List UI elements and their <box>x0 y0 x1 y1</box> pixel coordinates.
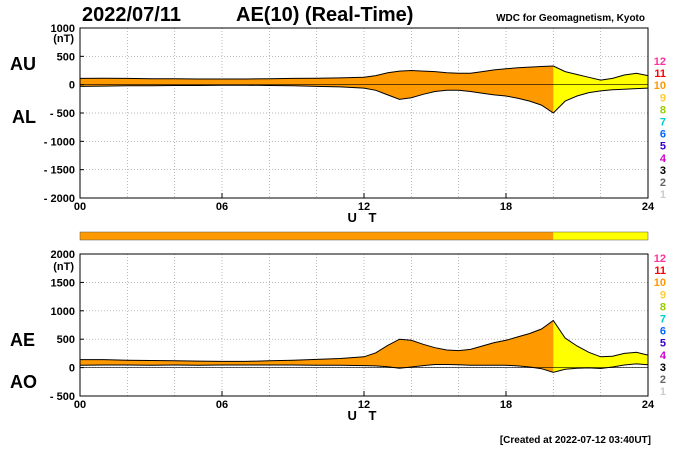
legend-level-9: 9 <box>660 289 666 301</box>
x-tick-label: 06 <box>216 201 228 213</box>
y-tick-label: 0 <box>69 80 75 92</box>
y-tick-label: 500 <box>57 334 75 346</box>
y-tick-label: - 500 <box>50 108 75 120</box>
legend-level-8: 8 <box>660 104 666 116</box>
legend-level-7: 7 <box>660 314 666 326</box>
y-tick-label: - 1000 <box>44 136 75 148</box>
x-tick-label: 12 <box>358 399 370 411</box>
top-x-axis-label: U T <box>348 210 381 225</box>
range-fill-area-late <box>553 66 648 113</box>
y-tick-label: 2000 <box>51 249 75 261</box>
top-unit-label: (nT) <box>53 33 74 45</box>
bottom-unit-label: (nT) <box>53 261 74 273</box>
bottom-x-axis-label: U T <box>348 408 381 423</box>
legend-level-12: 12 <box>654 56 666 68</box>
range-fill-area <box>80 66 648 113</box>
legend-level-3: 3 <box>660 362 666 374</box>
chart-title: AE(10) (Real-Time) <box>236 4 413 26</box>
y-tick-label: 1000 <box>51 23 75 35</box>
legend-level-2: 2 <box>660 374 666 386</box>
legend-level-5: 5 <box>660 338 666 350</box>
legend-level-5: 5 <box>660 141 666 153</box>
legend-level-10: 10 <box>654 277 666 289</box>
y-tick-label: - 500 <box>50 391 75 403</box>
activity-segment <box>80 232 554 240</box>
legend-level-2: 2 <box>660 177 666 189</box>
legend-level-4: 4 <box>660 153 667 165</box>
source-label: WDC for Geomagnetism, Kyoto <box>496 13 645 24</box>
au-label: AU <box>10 54 36 74</box>
legend-level-11: 11 <box>654 68 666 80</box>
series-line-ae <box>80 319 649 362</box>
x-tick-label: 00 <box>74 201 86 213</box>
activity-level-bar <box>79 231 649 241</box>
y-tick-label: 0 <box>69 363 75 375</box>
x-tick-label: 24 <box>642 201 655 213</box>
y-tick-label: - 2000 <box>44 193 75 205</box>
series-line-al <box>79 84 649 114</box>
legend-level-6: 6 <box>660 129 666 141</box>
x-tick-label: 06 <box>216 399 228 411</box>
x-tick-label: 18 <box>500 201 512 213</box>
legend-level-11: 11 <box>654 265 666 277</box>
legend-level-12: 12 <box>654 253 666 265</box>
y-tick-label: 1000 <box>51 306 75 318</box>
ae-label: AE <box>10 330 35 350</box>
x-tick-label: 18 <box>500 399 512 411</box>
series-line-ao <box>79 363 649 373</box>
range-fill-area <box>80 320 648 373</box>
legend-level-6: 6 <box>660 326 666 338</box>
legend-level-1: 1 <box>660 386 666 398</box>
x-tick-label: 00 <box>74 399 86 411</box>
series-line-au <box>79 65 649 81</box>
legend-level-7: 7 <box>660 117 666 129</box>
activity-bar-frame <box>79 231 649 241</box>
y-tick-label: - 1500 <box>44 165 75 177</box>
y-tick-label: 1500 <box>51 277 75 289</box>
legend-level-9: 9 <box>660 92 666 104</box>
range-fill-area-late <box>553 320 648 373</box>
legend-level-8: 8 <box>660 301 666 313</box>
activity-segment <box>553 232 648 240</box>
al-label: AL <box>12 107 36 127</box>
legend-level-3: 3 <box>660 165 666 177</box>
legend-level-4: 4 <box>660 350 667 362</box>
y-tick-label: 500 <box>57 51 75 63</box>
x-tick-label: 12 <box>358 201 370 213</box>
legend-level-1: 1 <box>660 189 666 201</box>
x-tick-label: 24 <box>642 399 655 411</box>
legend-level-10: 10 <box>654 80 666 92</box>
chart-date: 2022/07/11 <box>82 4 181 26</box>
ao-label: AO <box>10 372 37 392</box>
created-timestamp: [Created at 2022-07-12 03:40UT] <box>500 435 651 446</box>
